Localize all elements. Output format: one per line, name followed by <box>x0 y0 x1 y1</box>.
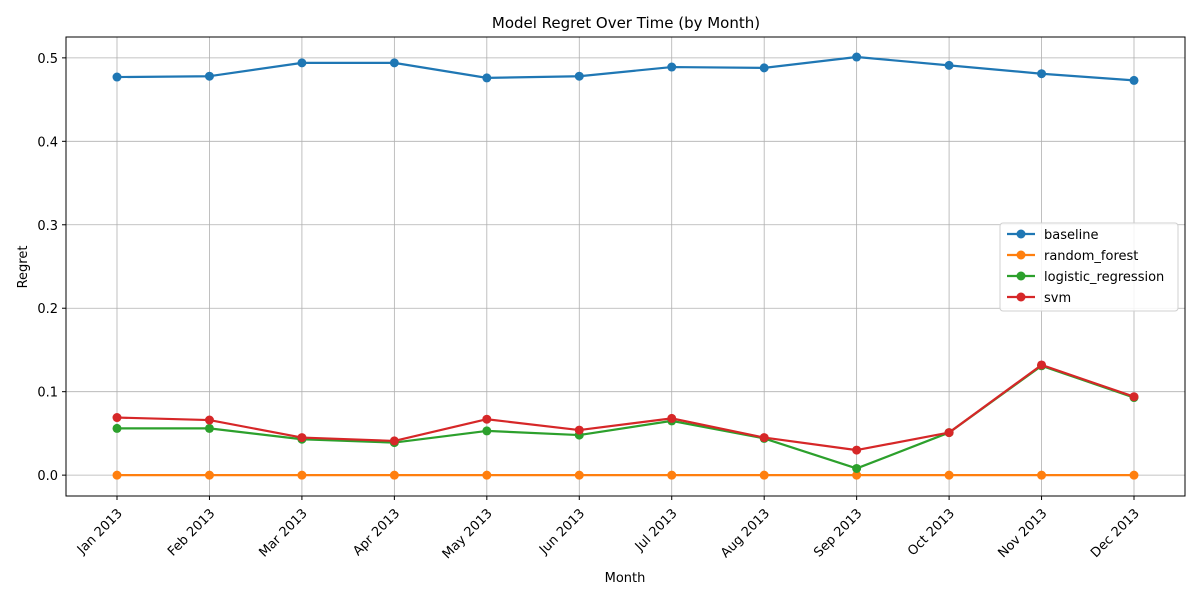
data-point <box>204 71 214 81</box>
y-axis: 0.0 0.1 0.2 0.3 0.4 0.5 <box>37 52 66 484</box>
chart-title: Model Regret Over Time (by Month) <box>492 14 760 32</box>
x-tick-label: May 2013 <box>440 506 496 562</box>
legend: baseline random_forest logistic_regression… <box>999 222 1179 312</box>
data-point <box>1129 392 1139 402</box>
data-point <box>1129 470 1139 480</box>
x-tick-label: Oct 2013 <box>905 506 958 559</box>
series-line <box>116 363 1135 452</box>
x-axis-label: Month <box>605 571 646 586</box>
series-baseline <box>112 52 1139 85</box>
data-point <box>1037 470 1047 480</box>
legend-item: baseline <box>1007 228 1098 243</box>
legend-marker <box>1016 229 1026 239</box>
data-point <box>297 433 307 443</box>
y-tick-label: 0.3 <box>37 219 58 234</box>
x-tick-label: Sep 2013 <box>811 506 865 560</box>
data-point <box>389 58 399 68</box>
series-svm <box>112 360 1139 455</box>
y-axis-label: Regret <box>16 246 31 289</box>
legend-marker <box>1016 271 1026 281</box>
x-tick-label: Jun 2013 <box>536 506 588 558</box>
data-point <box>112 470 122 480</box>
data-point <box>297 58 307 68</box>
x-tick-label: Mar 2013 <box>256 506 310 560</box>
y-tick-label: 0.1 <box>37 386 58 401</box>
plot-area <box>65 36 1186 497</box>
data-point <box>204 415 214 425</box>
legend-label: svm <box>1044 291 1071 306</box>
data-point <box>112 413 122 423</box>
x-tick-label: Aug 2013 <box>718 506 773 561</box>
legend-item: random_forest <box>1007 249 1138 264</box>
data-point <box>759 63 769 73</box>
data-point <box>204 470 214 480</box>
data-point <box>944 60 954 70</box>
legend-label: baseline <box>1044 228 1098 243</box>
data-point <box>482 73 492 83</box>
x-tick-label: Dec 2013 <box>1088 506 1143 561</box>
y-tick-label: 0.4 <box>37 135 58 150</box>
series-random_forest <box>112 470 1139 480</box>
series-logistic_regression <box>112 361 1139 473</box>
data-point <box>759 470 769 480</box>
data-point <box>1037 360 1047 370</box>
data-point <box>1129 75 1139 85</box>
x-axis: Jan 2013 Feb 2013 Mar 2013 Apr 2013 May 2013… <box>74 496 1143 562</box>
legend-item: logistic_regression <box>1007 270 1164 285</box>
y-tick-label: 0.2 <box>37 302 58 317</box>
data-point <box>112 423 122 433</box>
data-point <box>112 72 122 82</box>
x-tick-label: Feb 2013 <box>165 506 218 559</box>
x-tick-label: Apr 2013 <box>350 506 403 559</box>
legend-label: logistic_regression <box>1044 270 1164 285</box>
data-point <box>574 470 584 480</box>
data-point <box>852 470 862 480</box>
data-point <box>944 470 954 480</box>
data-point <box>204 423 214 433</box>
series-group <box>112 52 1139 480</box>
data-point <box>852 463 862 473</box>
data-point <box>297 470 307 480</box>
y-tick-label: 0.0 <box>37 469 58 484</box>
data-point <box>482 470 492 480</box>
data-point <box>667 413 677 423</box>
data-point <box>389 436 399 446</box>
legend-item: svm <box>1007 291 1071 306</box>
data-point <box>759 433 769 443</box>
data-point <box>852 445 862 455</box>
legend-box <box>999 222 1179 312</box>
x-tick-label: Jan 2013 <box>74 506 126 558</box>
x-tick-label: Jul 2013 <box>632 506 681 555</box>
series-line <box>116 55 1135 82</box>
data-point <box>667 62 677 72</box>
data-point <box>482 414 492 424</box>
data-point <box>482 426 492 436</box>
data-point <box>667 470 677 480</box>
series-line <box>117 364 1135 470</box>
data-point <box>574 425 584 435</box>
data-point <box>944 428 954 438</box>
data-point <box>574 71 584 81</box>
legend-label: random_forest <box>1044 249 1138 264</box>
data-point <box>1037 69 1047 79</box>
y-tick-label: 0.5 <box>37 52 58 67</box>
data-point <box>389 470 399 480</box>
x-tick-label: Nov 2013 <box>996 506 1051 561</box>
legend-marker <box>1016 250 1026 260</box>
data-point <box>852 52 862 62</box>
legend-marker <box>1016 292 1026 302</box>
